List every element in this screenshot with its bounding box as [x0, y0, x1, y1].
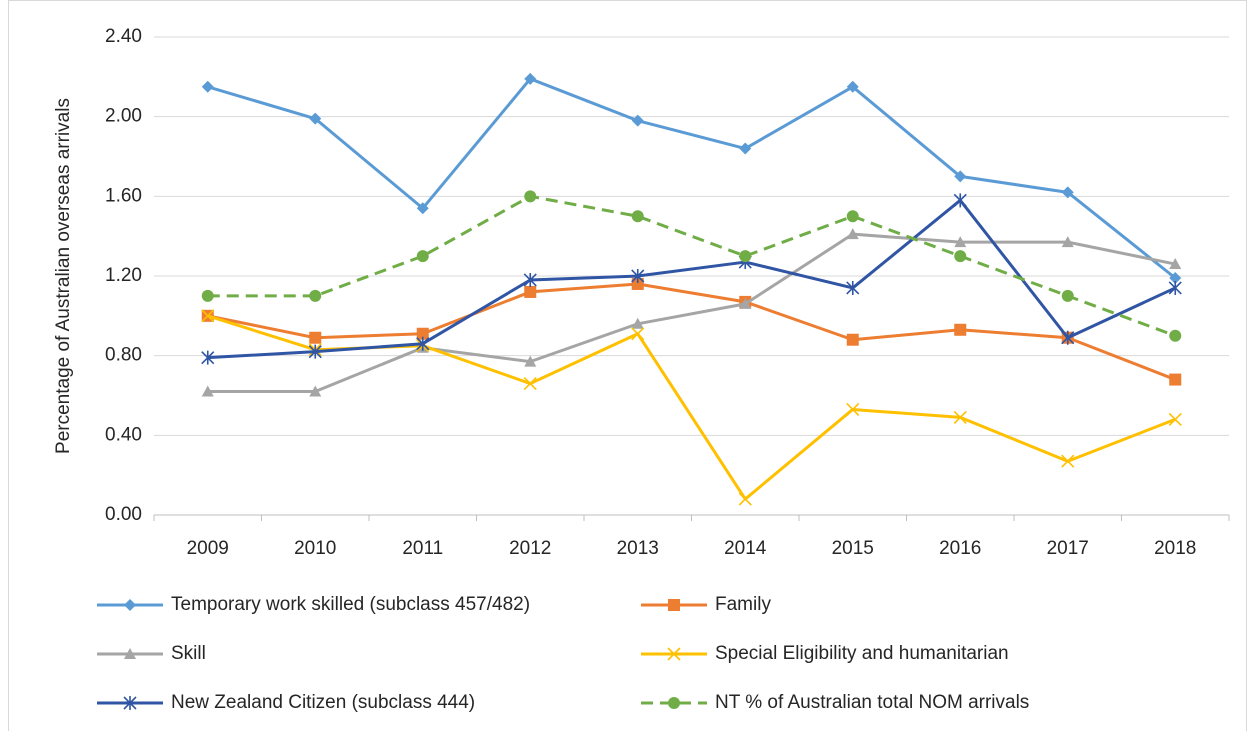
- marker: [309, 331, 322, 344]
- marker: [846, 280, 860, 295]
- marker: [631, 269, 645, 283]
- marker: [416, 336, 430, 351]
- marker: [954, 323, 967, 336]
- marker: [739, 250, 752, 263]
- x-tick-label: 2016: [939, 538, 981, 559]
- y-tick-label: 2.40: [105, 26, 142, 47]
- marker: [631, 114, 644, 127]
- y-tick-label: 0.00: [105, 504, 142, 525]
- marker: [739, 297, 752, 309]
- marker: [1061, 236, 1074, 248]
- marker: [309, 112, 322, 125]
- marker: [123, 696, 137, 710]
- marker: [1168, 412, 1182, 426]
- marker: [631, 210, 644, 223]
- marker: [846, 333, 859, 346]
- marker: [1169, 258, 1182, 270]
- marker: [846, 80, 859, 93]
- marker: [201, 350, 215, 365]
- x-tick-label: 2014: [724, 538, 767, 559]
- chart-frame: [8, 0, 1247, 731]
- marker: [309, 289, 322, 302]
- marker: [1169, 329, 1182, 342]
- y-tick-label: 0.80: [105, 345, 142, 366]
- marker: [953, 193, 967, 208]
- marker: [524, 72, 537, 85]
- series-line: [207, 194, 1176, 338]
- marker: [1061, 330, 1075, 345]
- marker: [201, 385, 214, 397]
- marker: [954, 236, 967, 248]
- y-tick-label: 1.20: [105, 265, 142, 286]
- marker: [846, 402, 860, 417]
- series-line: [207, 77, 1177, 280]
- x-tick-label: 2010: [294, 538, 336, 559]
- marker: [668, 697, 680, 709]
- y-tick-label: 1.60: [105, 185, 142, 206]
- series-line: [207, 198, 1176, 360]
- marker: [1061, 454, 1075, 468]
- y-tick-label: 0.40: [105, 424, 142, 445]
- series-line: [207, 282, 1176, 381]
- marker: [201, 80, 214, 93]
- marker: [416, 250, 429, 263]
- marker: [631, 317, 644, 329]
- marker: [738, 492, 752, 506]
- marker: [201, 289, 214, 302]
- x-tick-label: 2009: [187, 538, 229, 559]
- marker: [846, 228, 859, 240]
- marker: [201, 309, 215, 323]
- x-tick-label: 2018: [1154, 538, 1196, 559]
- marker: [524, 285, 537, 298]
- marker: [309, 385, 322, 397]
- marker: [124, 599, 136, 611]
- marker: [523, 272, 537, 287]
- marker: [416, 202, 429, 215]
- legend-label: Special Eligibility and humanitarian: [715, 643, 1009, 664]
- marker: [668, 599, 680, 611]
- marker: [953, 410, 967, 424]
- marker: [416, 327, 429, 340]
- marker: [631, 327, 645, 341]
- marker: [954, 170, 967, 183]
- marker: [954, 250, 967, 263]
- marker: [631, 277, 644, 290]
- x-tick-label: 2015: [832, 538, 874, 559]
- y-axis-title: Percentage of Australian overseas arriva…: [53, 98, 74, 454]
- series-line: [207, 232, 1176, 394]
- marker: [739, 142, 752, 155]
- marker: [124, 648, 136, 659]
- marker: [1169, 271, 1182, 284]
- marker: [1169, 373, 1182, 386]
- marker: [1061, 186, 1074, 199]
- x-tick-label: 2011: [402, 538, 443, 559]
- marker: [524, 355, 537, 367]
- legend-label: Family: [715, 594, 771, 615]
- legend-label: Temporary work skilled (subclass 457/482…: [171, 594, 530, 615]
- marker: [667, 647, 681, 661]
- marker: [523, 376, 537, 391]
- legend-label: Skill: [171, 643, 206, 664]
- x-tick-label: 2012: [509, 538, 551, 559]
- legend-label: New Zealand Citizen (subclass 444): [171, 692, 475, 713]
- x-tick-label: 2017: [1047, 538, 1089, 559]
- marker: [1061, 289, 1074, 302]
- marker: [524, 190, 537, 203]
- legend-label: NT % of Australian total NOM arrivals: [715, 692, 1029, 713]
- marker: [308, 344, 322, 359]
- y-tick-label: 2.00: [105, 106, 142, 127]
- marker: [846, 210, 859, 223]
- x-tick-label: 2013: [617, 538, 659, 559]
- marker: [1168, 280, 1182, 295]
